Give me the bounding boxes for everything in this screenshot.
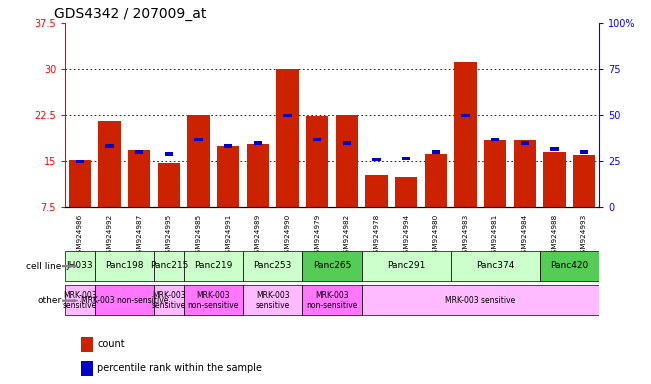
Bar — [81, 337, 93, 352]
Bar — [462, 114, 469, 117]
Bar — [342, 141, 351, 144]
Text: JH033: JH033 — [66, 262, 93, 270]
Bar — [247, 144, 269, 207]
Text: Panc374: Panc374 — [476, 262, 514, 270]
Bar — [154, 285, 184, 316]
Text: MRK-003
sensitive: MRK-003 sensitive — [152, 291, 186, 310]
Text: count: count — [97, 339, 125, 349]
Text: Panc265: Panc265 — [313, 262, 351, 270]
Bar — [484, 140, 506, 207]
Bar — [454, 62, 477, 207]
Bar — [65, 285, 95, 316]
Bar — [313, 138, 322, 141]
Bar — [105, 144, 114, 147]
Bar — [184, 285, 243, 316]
Bar — [254, 141, 262, 144]
Bar — [224, 144, 232, 147]
Bar — [95, 251, 154, 281]
Bar — [514, 140, 536, 207]
Bar — [544, 152, 566, 207]
Bar — [217, 146, 240, 207]
Bar — [432, 151, 440, 154]
Bar — [76, 160, 84, 163]
Bar — [65, 251, 95, 281]
Text: GDS4342 / 207009_at: GDS4342 / 207009_at — [55, 7, 207, 21]
Bar — [402, 157, 410, 160]
Bar — [277, 69, 299, 207]
Bar — [158, 162, 180, 207]
Text: Panc253: Panc253 — [253, 262, 292, 270]
Bar — [365, 175, 387, 207]
Text: cell line: cell line — [27, 262, 62, 271]
Bar — [135, 151, 143, 154]
Bar — [184, 251, 243, 281]
Text: MRK-003 non-sensitive: MRK-003 non-sensitive — [81, 296, 168, 305]
Text: MRK-003
non-sensitive: MRK-003 non-sensitive — [187, 291, 239, 310]
Bar — [128, 150, 150, 207]
Bar — [336, 115, 358, 207]
Bar — [573, 155, 595, 207]
Bar — [362, 285, 599, 316]
Text: other: other — [38, 296, 62, 305]
Bar — [550, 147, 559, 151]
Text: MRK-003
non-sensitive: MRK-003 non-sensitive — [307, 291, 357, 310]
Bar — [165, 152, 173, 156]
Text: percentile rank within the sample: percentile rank within the sample — [97, 363, 262, 373]
Bar — [540, 251, 599, 281]
Bar — [195, 138, 202, 141]
Text: Panc420: Panc420 — [550, 262, 589, 270]
Bar — [491, 138, 499, 141]
Bar — [395, 177, 417, 207]
Text: Panc215: Panc215 — [150, 262, 188, 270]
Bar — [243, 285, 302, 316]
Bar — [154, 251, 184, 281]
Bar — [362, 251, 450, 281]
Bar — [243, 251, 302, 281]
Text: MRK-003
sensitive: MRK-003 sensitive — [256, 291, 290, 310]
Bar — [521, 141, 529, 144]
Text: Panc198: Panc198 — [105, 262, 144, 270]
Bar — [450, 251, 540, 281]
Bar — [95, 285, 154, 316]
Bar — [302, 251, 362, 281]
Text: Panc219: Panc219 — [194, 262, 232, 270]
Bar — [98, 121, 120, 207]
Bar — [302, 285, 362, 316]
Bar — [580, 151, 589, 154]
Text: Panc291: Panc291 — [387, 262, 425, 270]
Bar — [283, 114, 292, 117]
Text: MRK-003 sensitive: MRK-003 sensitive — [445, 296, 516, 305]
Text: MRK-003
sensitive: MRK-003 sensitive — [62, 291, 97, 310]
Bar — [424, 154, 447, 207]
Bar — [372, 158, 381, 161]
Bar — [187, 115, 210, 207]
Bar — [81, 361, 93, 376]
Bar — [69, 160, 91, 207]
Bar — [306, 116, 328, 207]
